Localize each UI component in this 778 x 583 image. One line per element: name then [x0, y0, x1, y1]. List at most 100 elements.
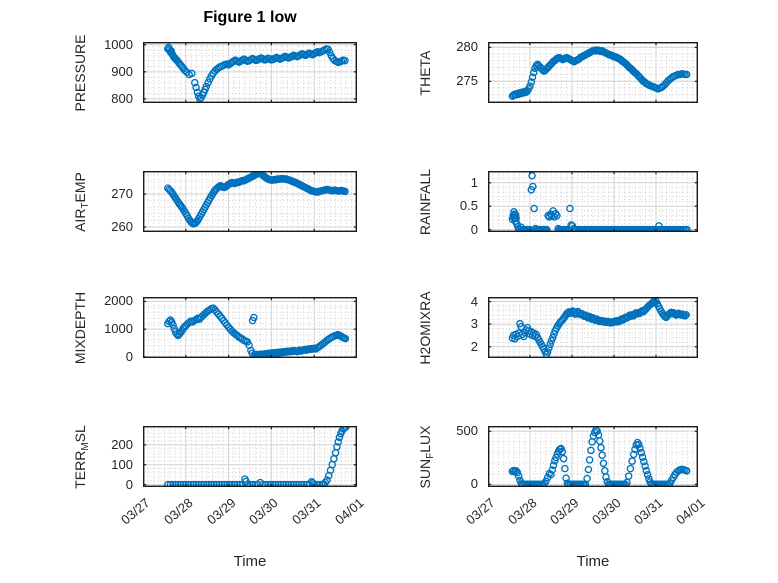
data-point	[583, 474, 591, 483]
data-point	[549, 461, 558, 470]
subplot-pressure: PRESSURE 800 900 1000	[68, 34, 357, 111]
data-point	[548, 333, 557, 342]
y-tick-label: 275	[456, 73, 478, 89]
data-point	[261, 480, 270, 487]
subplot-rainfall: RAINFALL 0 0.5 1	[413, 168, 698, 237]
data-point	[197, 480, 205, 487]
axis-box	[143, 426, 357, 487]
data-point	[542, 477, 550, 485]
scatter-points	[508, 171, 691, 232]
data-point	[565, 308, 573, 316]
data-point	[194, 480, 203, 487]
data-point	[528, 73, 537, 81]
plot-area-sunflux	[488, 426, 698, 487]
data-point	[297, 480, 306, 487]
data-point	[558, 447, 567, 456]
data-point	[282, 480, 290, 487]
y-tick-label: 1000	[104, 321, 133, 337]
figure-title: Figure 1 low	[203, 9, 297, 26]
data-point	[310, 480, 318, 487]
data-point	[210, 480, 218, 487]
y-tick-label: 2000	[104, 293, 133, 309]
scatter-points	[508, 426, 691, 487]
data-point	[330, 455, 338, 463]
data-point	[223, 480, 231, 487]
data-point	[181, 66, 189, 75]
data-point	[546, 340, 554, 349]
data-point	[587, 446, 595, 455]
data-point	[335, 433, 344, 442]
data-point	[681, 312, 689, 320]
data-point	[601, 467, 609, 475]
data-point	[176, 480, 185, 487]
data-point	[235, 480, 244, 487]
axis-box	[488, 426, 698, 487]
data-point	[202, 480, 211, 487]
data-point	[548, 466, 557, 474]
data-point	[166, 480, 175, 487]
data-point	[511, 211, 520, 219]
data-point	[189, 480, 198, 487]
data-point	[173, 330, 181, 338]
axis-box	[143, 297, 357, 358]
data-point	[230, 480, 239, 487]
scatter-points	[164, 304, 350, 358]
scatter-points	[508, 297, 690, 358]
data-point	[597, 443, 605, 452]
data-point	[683, 225, 691, 232]
data-point	[274, 480, 282, 487]
axis-box	[488, 42, 698, 103]
y-tick-label: 2	[470, 338, 478, 354]
data-point	[334, 438, 342, 446]
data-point	[543, 225, 551, 232]
data-point	[598, 451, 606, 459]
axis-box	[143, 42, 357, 103]
data-point	[269, 480, 277, 487]
y-tick-label: 100	[111, 456, 133, 472]
data-point	[333, 443, 341, 451]
axis-box	[488, 297, 698, 358]
data-point	[526, 82, 534, 90]
data-point	[624, 472, 633, 480]
y-tick-label: 200	[111, 436, 133, 452]
data-point	[621, 480, 630, 487]
y-tick-label: 800	[111, 90, 133, 106]
data-point	[552, 453, 560, 462]
y-tick-label: 280	[456, 39, 478, 55]
x-axis-label-left: Time	[233, 553, 267, 570]
subplot-h2omixra: H2OMIXRA 2 3 4	[413, 291, 698, 364]
y-tick-label: 0	[125, 476, 133, 492]
data-point	[514, 472, 523, 480]
subplot-airtemp: AIRTEMP 260 270	[68, 171, 357, 234]
data-point	[169, 480, 177, 487]
data-point	[266, 480, 275, 487]
data-point	[635, 440, 643, 449]
y-tick-label: 0	[470, 476, 478, 492]
data-point	[192, 83, 200, 92]
data-point	[640, 457, 648, 466]
subplot-mixdepth: MIXDEPTH 0 1000 2000	[68, 291, 357, 364]
data-point	[341, 187, 349, 196]
data-point	[174, 480, 182, 487]
plot-area-h2omixra	[488, 297, 698, 358]
data-point	[341, 334, 350, 343]
data-point	[248, 480, 257, 487]
x-axis-label-right: Time	[576, 553, 610, 570]
data-point	[529, 182, 537, 191]
data-point	[559, 454, 568, 463]
data-point	[595, 437, 604, 445]
data-point	[171, 480, 180, 487]
data-point	[589, 432, 598, 440]
data-point	[561, 464, 569, 473]
data-point	[599, 459, 608, 468]
data-point	[187, 480, 195, 487]
y-axis-label-sunflux: SUNFLUX	[416, 387, 436, 527]
data-point	[300, 480, 308, 487]
data-point	[530, 68, 538, 77]
data-point	[682, 311, 690, 319]
data-point	[277, 480, 285, 487]
data-point	[682, 70, 691, 79]
data-point	[220, 480, 229, 487]
data-point	[205, 480, 213, 487]
subplot-sunflux: SUNFLUX 0 500 03/27 03/28 03/29 03/30 03/31 04/0…	[413, 423, 708, 527]
